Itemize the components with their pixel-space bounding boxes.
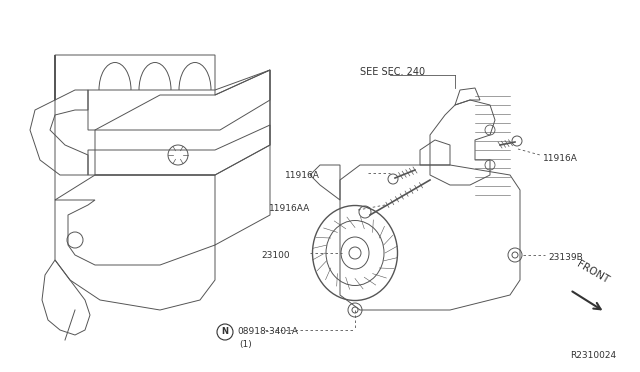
Text: (1): (1) bbox=[239, 340, 252, 349]
Text: 23100: 23100 bbox=[261, 250, 290, 260]
Text: FRONT: FRONT bbox=[575, 259, 611, 285]
Text: N: N bbox=[221, 327, 228, 337]
Text: 11916A: 11916A bbox=[285, 170, 320, 180]
Text: 11916AA: 11916AA bbox=[269, 203, 310, 212]
Circle shape bbox=[349, 247, 361, 259]
Text: 11916A: 11916A bbox=[543, 154, 578, 163]
Text: 08918-3401A: 08918-3401A bbox=[237, 327, 298, 337]
Text: SEE SEC. 240: SEE SEC. 240 bbox=[360, 67, 425, 77]
Text: 23139B: 23139B bbox=[548, 253, 583, 262]
Text: R2310024: R2310024 bbox=[570, 350, 616, 359]
